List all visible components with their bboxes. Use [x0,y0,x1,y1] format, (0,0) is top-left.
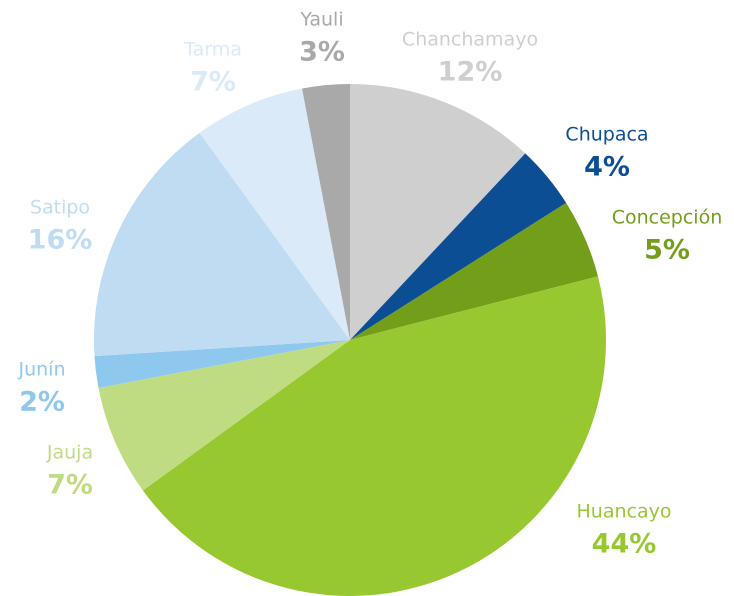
slice-value-label: 7% [190,67,236,98]
slice-name: Chanchamayo [402,29,538,51]
slice-name: Yauli [299,9,343,31]
slice-name: Chupaca [565,124,648,146]
slice-name: Satipo [30,197,90,219]
slice-name: Jauja [46,442,93,464]
pie-slice [199,88,350,341]
slice-value-label: 12% [438,57,503,88]
pie-slice [142,276,606,596]
pie-slice [350,84,526,340]
slice-name: Junín [17,359,65,381]
slice-value-label: 44% [592,529,657,560]
slice-value-label: 3% [299,37,345,68]
pie-slice [350,153,567,340]
pie-slice [98,340,351,491]
pie-slice [94,132,350,357]
slice-value-label: 7% [47,470,93,501]
slice-name: Tarma [183,39,242,61]
slice-name: Huancayo [577,501,672,523]
pie-slice [302,84,350,340]
pie-slice [94,340,350,388]
slice-value-label: 4% [584,152,630,183]
pie-slice [350,202,598,340]
slice-value-label: 16% [28,225,93,256]
slice-value-label: 5% [644,235,690,266]
slice-value-label: 2% [19,387,65,418]
slice-name: Concepción [612,207,723,229]
